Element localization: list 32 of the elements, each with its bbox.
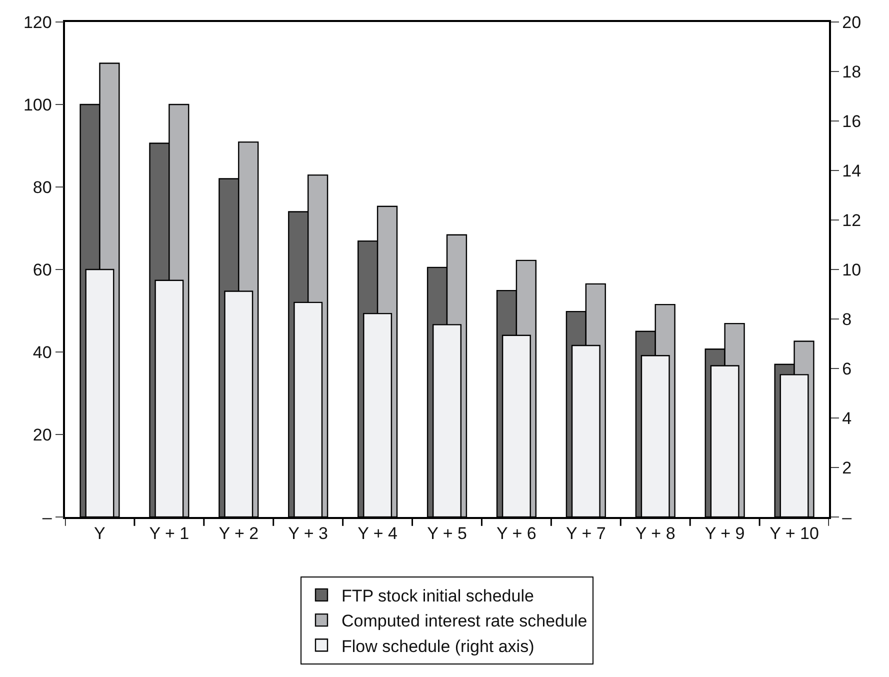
y-tick-label: 40 [32,342,52,362]
y2-tick-label: 2 [842,458,852,478]
y2-tick-label: 14 [842,161,862,180]
y-tick-label: – [42,508,52,527]
x-tick-label: Y + 4 [358,524,398,544]
legend-label: FTP stock initial schedule [342,586,534,606]
x-tick-label: Y + 6 [496,524,536,544]
x-tick-label: Y + 7 [566,524,606,544]
y-tick-label: 100 [23,95,52,114]
y2-tick-label: 16 [842,112,862,131]
x-tick-label: Y + 10 [770,524,819,544]
legend-label: Flow schedule (right axis) [342,636,534,656]
x-tick-label: Y + 9 [704,524,745,544]
y-tick-label: 60 [32,260,52,280]
x-tick-label: Y + 3 [288,524,328,544]
y2-tick-label: 20 [842,12,862,32]
y-tick-label: 80 [32,178,52,197]
x-tick-label: Y + 2 [218,524,259,544]
x-tick-label: Y + 8 [635,524,676,544]
y2-tick-label: 6 [842,359,852,378]
y2-tick-label: 10 [842,260,862,280]
x-tick-label: Y [94,524,106,544]
y2-tick-label: 8 [842,310,852,329]
y2-tick-label: – [842,508,852,527]
x-tick-label: Y + 1 [149,524,190,544]
y2-tick-label: 4 [842,408,852,428]
y2-tick-label: 12 [842,210,862,230]
y2-tick-label: 18 [842,62,862,82]
y-tick-label: 120 [23,12,52,32]
legend-label: Computed interest rate schedule [342,612,588,631]
x-tick-label: Y + 5 [427,524,467,544]
y-tick-label: 20 [32,425,52,444]
